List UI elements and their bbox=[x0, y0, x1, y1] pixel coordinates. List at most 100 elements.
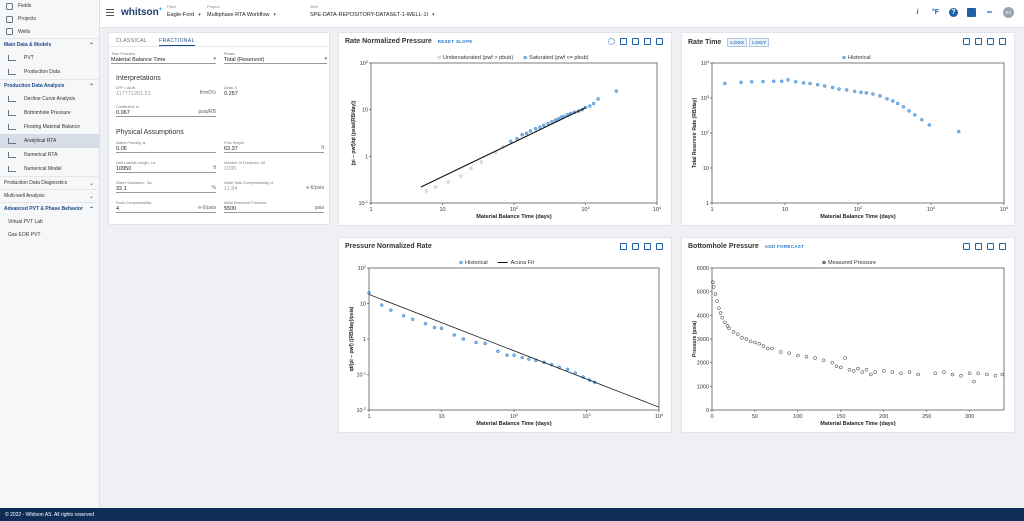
data-point bbox=[723, 320, 727, 325]
data-point bbox=[993, 373, 998, 378]
coefficient-field[interactable]: Coefficient, m 0.067 psia/RB bbox=[116, 105, 216, 117]
feedback-icon[interactable] bbox=[967, 8, 976, 17]
y-tick-label: 10-1 bbox=[358, 200, 368, 207]
plot-frame bbox=[368, 267, 660, 411]
data-point bbox=[821, 358, 826, 363]
x-tick-label: 0 bbox=[710, 414, 713, 420]
document-icon[interactable] bbox=[999, 38, 1006, 45]
time-function-select[interactable]: Time Function Material Balance Time ▾ bbox=[111, 52, 216, 64]
data-point bbox=[718, 311, 723, 315]
porosity-field[interactable]: Matrix Porosity, φ 0.05 bbox=[116, 141, 216, 153]
water-saturation-field[interactable]: Water Saturation, Sw 32.1% bbox=[116, 181, 216, 193]
project-select[interactable]: Project Multiphase RTA Workflow ▾ bbox=[207, 4, 276, 18]
whitson-logo[interactable]: whitson+ bbox=[121, 7, 163, 19]
frac-height-field[interactable]: Frac Height 63.37 ft bbox=[224, 141, 324, 153]
image-icon[interactable] bbox=[644, 38, 651, 45]
document-icon[interactable] bbox=[656, 38, 663, 45]
reset-slope-button[interactable]: RESET SLOPE bbox=[437, 39, 473, 44]
document-icon[interactable] bbox=[999, 243, 1006, 250]
download-icon[interactable] bbox=[975, 243, 982, 250]
image-icon[interactable] bbox=[987, 38, 994, 45]
sidebar-item[interactable]: Numerical RTA bbox=[0, 148, 99, 162]
data-point bbox=[720, 315, 725, 320]
link-icon[interactable]: ∞ bbox=[987, 9, 992, 16]
data-point bbox=[801, 81, 806, 85]
field-select[interactable]: Field Eagle-Ford ▾ bbox=[167, 4, 201, 18]
sidebar-item[interactable]: Gas EOR PVT bbox=[0, 228, 99, 241]
sidebar-item[interactable]: Virtual PVT Lab bbox=[0, 215, 99, 228]
initial-pressure-field[interactable]: Initial Reservoir Pressure 5500 psia bbox=[224, 201, 324, 213]
x-tick-label: 104 bbox=[1000, 206, 1008, 213]
fit-line bbox=[420, 107, 586, 188]
y-tick-label: 10 bbox=[703, 166, 709, 172]
expand-icon[interactable] bbox=[963, 38, 970, 45]
sidebar-section-label: Main Data & Models bbox=[4, 42, 52, 49]
sidebar-section[interactable]: Main Data & Models ⌃ bbox=[0, 38, 99, 51]
sidebar-item[interactable]: Analytical RTA bbox=[0, 134, 99, 149]
y-tick-label: 10-2 bbox=[356, 407, 366, 414]
sidebar-section[interactable]: Multi-well Analysis ⌄ bbox=[0, 189, 99, 202]
document-icon[interactable] bbox=[656, 243, 663, 250]
sidebar-item[interactable]: Production Data bbox=[0, 65, 99, 79]
data-point bbox=[860, 370, 865, 374]
image-icon[interactable] bbox=[987, 243, 994, 250]
data-point bbox=[786, 78, 790, 82]
lfp-field: LFP = Ac√k 117771261.51 ft²mD½ bbox=[116, 86, 216, 97]
sidebar-item[interactable]: Decline Curve Analysis bbox=[0, 92, 99, 106]
legend-marker bbox=[437, 55, 441, 60]
x-tick-label: 102 bbox=[510, 413, 518, 420]
temperature-icon[interactable]: °F bbox=[931, 9, 940, 16]
copyright-text: © 2022 - Whitson AS. All rights reserved bbox=[5, 511, 95, 518]
sidebar-item[interactable]: Flowing Material Balance bbox=[0, 120, 99, 134]
chart-icon bbox=[8, 138, 16, 145]
expand-icon[interactable] bbox=[963, 243, 970, 250]
x-tick-label: 10 bbox=[439, 207, 445, 213]
delta-field: Delta, δ 0.257 bbox=[224, 86, 238, 97]
x-tick-label: 103 bbox=[927, 206, 935, 213]
chevron-down-icon: ▾ bbox=[213, 56, 216, 62]
sidebar-item-wells[interactable]: Wells bbox=[0, 26, 99, 39]
download-icon[interactable] bbox=[632, 243, 639, 250]
data-point bbox=[717, 306, 721, 310]
data-point bbox=[423, 321, 428, 326]
rock-compressibility-field[interactable]: Rock Compressibility 4 e-6/psia bbox=[116, 201, 216, 213]
chevron-down-icon: ▾ bbox=[324, 56, 327, 62]
info-icon[interactable]: i bbox=[916, 9, 919, 16]
expand-icon[interactable] bbox=[620, 38, 627, 45]
data-point bbox=[972, 379, 976, 384]
well-select[interactable]: Well SPE-DATA-REPOSITORY-DATASET-1-WELL-… bbox=[310, 4, 435, 18]
sidebar-item-fields[interactable]: Fields bbox=[0, 0, 99, 13]
sidebar-item[interactable]: Numerical Model bbox=[0, 162, 99, 176]
sidebar-section[interactable]: Production Data Diagnostics ⌄ bbox=[0, 176, 99, 189]
phase-select[interactable]: Phase Total (Reservoir) ▾ bbox=[224, 52, 327, 64]
expand-icon[interactable] bbox=[620, 243, 627, 250]
projects-icon bbox=[6, 15, 13, 23]
bhp-chart: 0 50 100 150 200 250 3000100020003000400050006… bbox=[692, 260, 1005, 427]
sidebar-item-projects[interactable]: Projects bbox=[0, 13, 99, 26]
download-icon[interactable] bbox=[632, 38, 639, 45]
help-icon[interactable]: ? bbox=[949, 8, 958, 17]
avatar[interactable]: KV bbox=[1003, 7, 1014, 18]
logx-button[interactable]: LOGX bbox=[727, 38, 748, 47]
download-icon[interactable] bbox=[975, 38, 982, 45]
sidebar-section[interactable]: Production Data Analysis ⌃ bbox=[0, 79, 99, 92]
tab-fractional[interactable]: FRACTIONAL bbox=[159, 38, 195, 46]
lateral-length-field[interactable]: Well Lateral Length, Lw 10950 ft bbox=[116, 161, 216, 173]
logy-button[interactable]: LOGY bbox=[749, 38, 770, 47]
data-point bbox=[967, 371, 972, 376]
tab-classical[interactable]: CLASSICAL bbox=[116, 38, 148, 44]
y-tick-label: 104 bbox=[701, 60, 709, 67]
add-forecast-button[interactable]: ADD FORECAST bbox=[764, 244, 805, 249]
data-point bbox=[520, 355, 525, 360]
select-icon[interactable] bbox=[608, 38, 615, 45]
data-point bbox=[461, 337, 466, 341]
sidebar-item[interactable]: PVT bbox=[0, 51, 99, 65]
data-point bbox=[778, 350, 783, 354]
menu-icon[interactable] bbox=[106, 9, 114, 16]
y-tick-label: 6000 bbox=[697, 266, 709, 272]
sidebar-item[interactable]: Bottomhole Pressure bbox=[0, 106, 99, 120]
sidebar-section-label: Production Data Analysis bbox=[4, 83, 65, 90]
image-icon[interactable] bbox=[644, 243, 651, 250]
sidebar-section[interactable]: Advanced PVT & Phase Behavior ⌃ bbox=[0, 202, 99, 215]
data-point bbox=[748, 339, 753, 344]
